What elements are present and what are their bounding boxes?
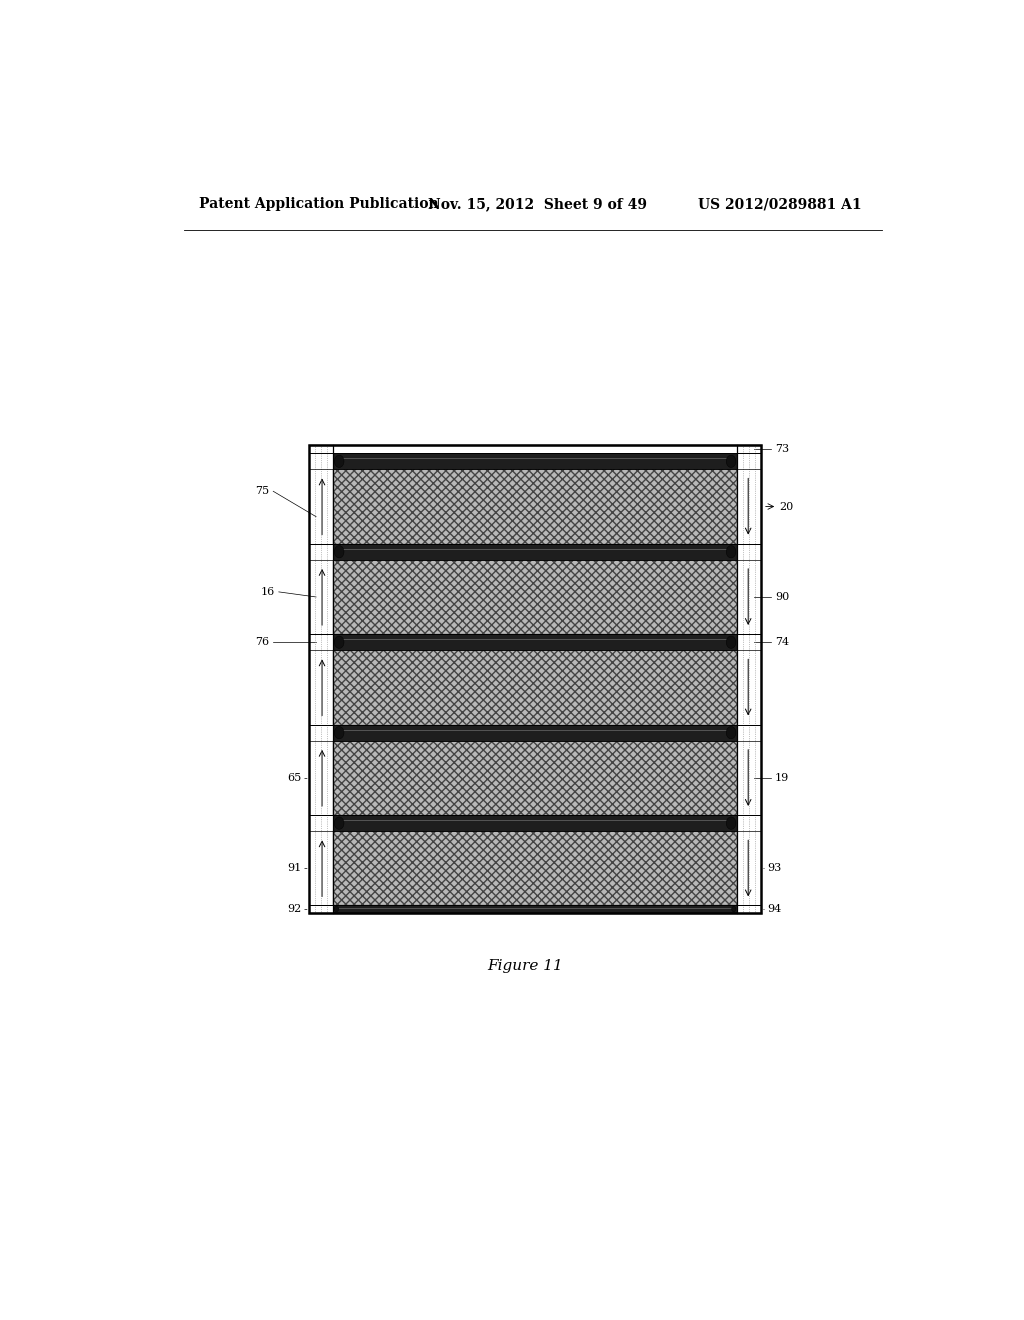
Text: 94: 94	[767, 904, 781, 913]
Text: 16: 16	[260, 587, 274, 597]
Text: 75: 75	[255, 486, 269, 496]
Text: 74: 74	[775, 638, 788, 647]
Circle shape	[726, 817, 736, 829]
Text: Figure 11: Figure 11	[487, 960, 562, 973]
Circle shape	[334, 455, 344, 467]
Bar	[333, 741, 737, 814]
Text: 93: 93	[767, 863, 781, 874]
Circle shape	[726, 726, 736, 739]
Text: 19: 19	[775, 774, 790, 783]
Circle shape	[334, 817, 344, 829]
Bar	[333, 906, 737, 912]
Text: US 2012/0289881 A1: US 2012/0289881 A1	[697, 197, 861, 211]
Bar	[333, 544, 737, 560]
Bar	[309, 445, 761, 912]
Text: 65: 65	[287, 774, 301, 783]
Text: 76: 76	[255, 638, 269, 647]
Bar	[333, 453, 737, 470]
Text: Nov. 15, 2012  Sheet 9 of 49: Nov. 15, 2012 Sheet 9 of 49	[428, 197, 647, 211]
Circle shape	[334, 545, 344, 558]
Bar	[333, 651, 737, 725]
Text: 73: 73	[775, 444, 788, 454]
Text: 20: 20	[778, 502, 793, 512]
Bar	[737, 445, 761, 912]
Bar	[333, 832, 737, 906]
Circle shape	[334, 636, 344, 648]
Text: 91: 91	[287, 863, 301, 874]
Circle shape	[726, 636, 736, 648]
Bar	[333, 814, 737, 832]
Circle shape	[726, 455, 736, 467]
Text: 90: 90	[775, 591, 790, 602]
Circle shape	[726, 545, 736, 558]
Circle shape	[334, 907, 339, 912]
Circle shape	[732, 907, 736, 912]
Bar	[309, 445, 333, 912]
Bar	[333, 560, 737, 634]
Bar	[333, 470, 737, 544]
Bar	[333, 634, 737, 651]
Circle shape	[334, 726, 344, 739]
Bar	[333, 725, 737, 741]
Text: 92: 92	[287, 904, 301, 913]
Text: Patent Application Publication: Patent Application Publication	[200, 197, 439, 211]
